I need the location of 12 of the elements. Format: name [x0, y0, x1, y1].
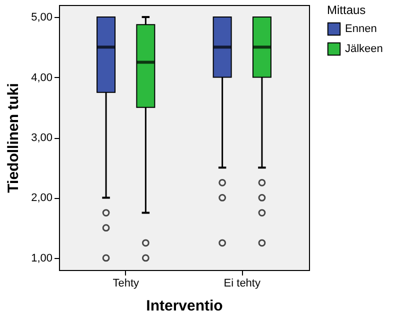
x-tick-label: Tehty — [112, 278, 140, 290]
legend-title: Mittaus — [327, 3, 366, 17]
legend-label: Jälkeen — [345, 43, 383, 55]
x-tick-label: Ei tehty — [224, 278, 261, 290]
y-tick-label: 4,00 — [31, 72, 52, 84]
x-axis-title: Interventio — [146, 298, 223, 314]
y-axis-title: Tiedollinen tuki — [5, 83, 22, 193]
y-tick-label: 5,00 — [31, 12, 52, 24]
y-tick-label: 3,00 — [31, 132, 52, 144]
y-tick-label: 2,00 — [31, 192, 52, 204]
legend-label: Ennen — [345, 23, 377, 35]
y-tick-label: 1,00 — [31, 252, 52, 264]
